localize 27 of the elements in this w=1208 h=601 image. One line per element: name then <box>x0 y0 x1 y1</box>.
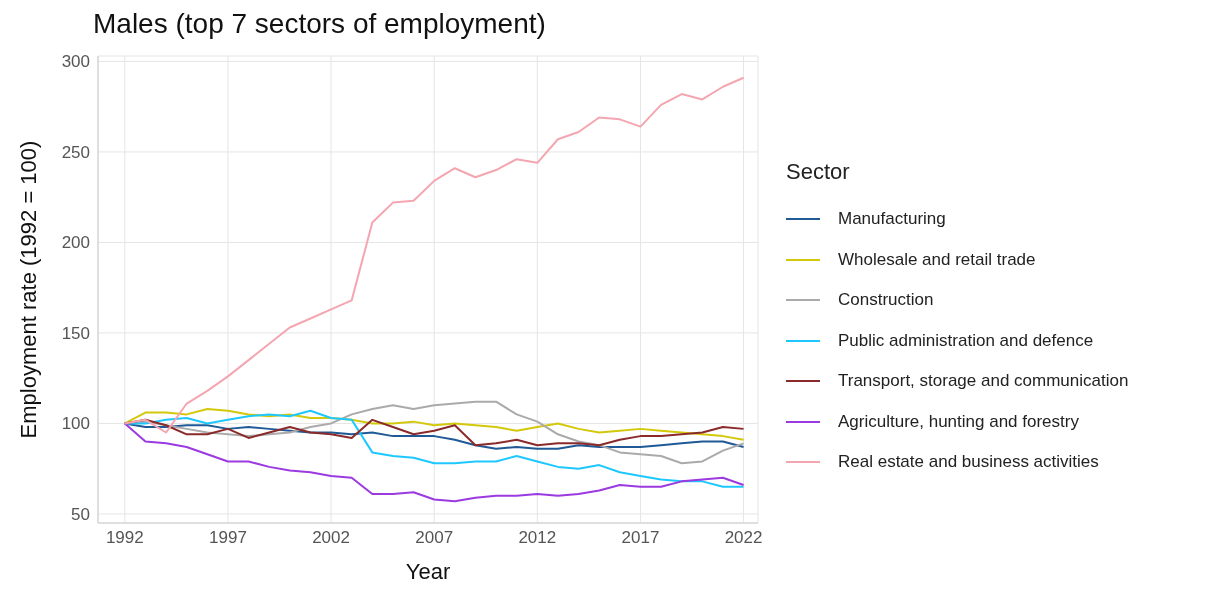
y-tick-label: 100 <box>61 414 90 434</box>
x-axis-title: Year <box>405 559 451 584</box>
legend-label: Agriculture, hunting and forestry <box>838 411 1079 432</box>
x-tick-label: 1997 <box>209 528 247 548</box>
legend-label: Construction <box>838 290 934 310</box>
y-axis-title: Employment rate (1992 = 100) <box>15 140 41 439</box>
y-tick-label: 300 <box>61 52 90 72</box>
legend-label: Manufacturing <box>838 209 946 229</box>
legend-label: Public administration and defence <box>838 330 1094 351</box>
chart-title: Males (top 7 sectors of employment) <box>93 8 547 41</box>
x-tick-label: 1992 <box>105 528 144 548</box>
legend-label: Transport, storage and communication <box>838 371 1129 391</box>
line-series <box>123 422 745 503</box>
x-tick-label: 2012 <box>518 528 557 548</box>
x-tick-label: 2022 <box>724 528 763 548</box>
line-series <box>123 407 745 441</box>
y-tick-label: 200 <box>61 233 90 253</box>
x-tick-label: 2002 <box>312 528 350 548</box>
legend-label: Wholesale and retail trade <box>838 249 1036 270</box>
x-tick-label: 2007 <box>415 528 454 548</box>
x-tick-label: 2017 <box>621 528 660 548</box>
line-series <box>123 76 745 434</box>
y-tick-label: 50 <box>71 504 90 524</box>
y-tick-label: 150 <box>61 323 90 343</box>
legend-title: Sector <box>786 158 851 185</box>
legend-label: Real estate and business activities <box>838 452 1099 472</box>
y-tick-label: 250 <box>61 142 90 162</box>
